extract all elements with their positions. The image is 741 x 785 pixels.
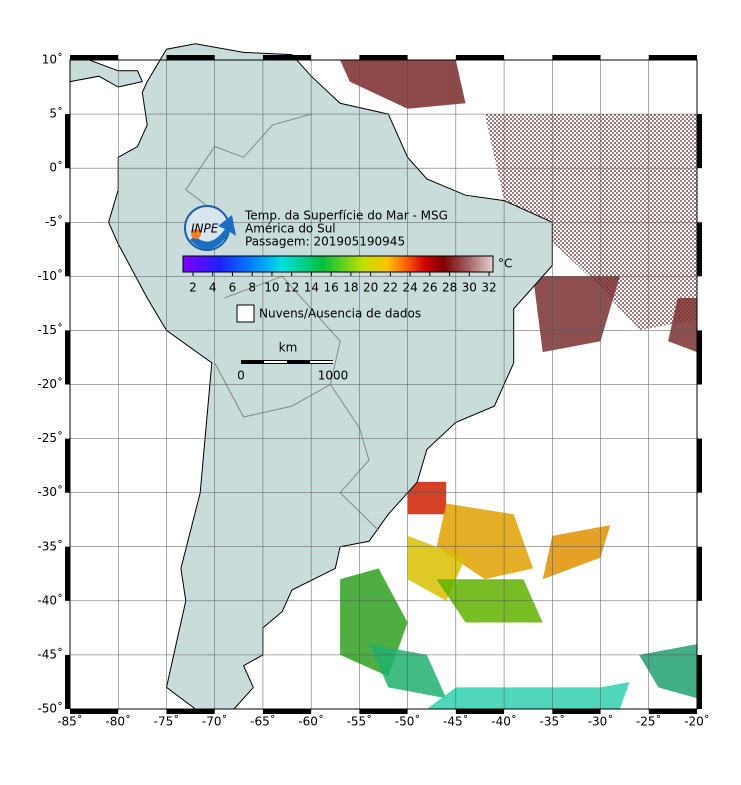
legend-text: Nuvens/Ausencia de dados [259, 307, 421, 321]
colorbar-label: 20 [363, 281, 378, 295]
legend-box [236, 304, 255, 323]
colorbar [182, 255, 494, 273]
frame-bar [552, 709, 601, 714]
title-line: Passagem: 201905190945 [245, 235, 405, 249]
title-line: América do Sul [245, 222, 336, 236]
frame-bar [65, 654, 70, 709]
central-america [69, 59, 144, 88]
colorbar-label: 32 [481, 281, 496, 295]
frame-bar [65, 330, 70, 385]
scale-bar-white [310, 361, 333, 363]
colorbar-label: 26 [422, 281, 437, 295]
lon-tick-label: -45˚ [443, 714, 469, 729]
frame-bar [697, 114, 702, 169]
frame-bar [166, 55, 215, 60]
frame-bar [262, 55, 312, 60]
lon-tick-label: -60˚ [298, 714, 324, 729]
lon-tick-label: -55˚ [347, 714, 373, 729]
frame-bar [70, 55, 119, 60]
logo-sun [191, 229, 201, 239]
colorbar-label: 18 [343, 281, 358, 295]
frame-bar [166, 709, 215, 714]
frame-bar [697, 654, 702, 709]
scale-label: 1000 [318, 369, 349, 383]
lat-tick-label: -5˚ [45, 214, 63, 229]
lon-tick-label: -40˚ [491, 714, 517, 729]
colorbar-unit: °C [498, 257, 512, 271]
lon-tick-label: -65˚ [250, 714, 276, 729]
frame-bar [697, 330, 702, 385]
sst-patch [407, 481, 447, 515]
frame-bar [65, 438, 70, 493]
lat-tick-label: -30˚ [37, 484, 63, 499]
lon-tick-label: -85˚ [57, 714, 83, 729]
frame-bar [552, 55, 601, 60]
lat-tick-label: 0˚ [49, 160, 63, 175]
lat-tick-label: -10˚ [37, 268, 63, 283]
lat-tick-label: -40˚ [37, 592, 63, 607]
frame-bar [65, 114, 70, 169]
logo-arrow [190, 215, 236, 250]
frame-bar [65, 222, 70, 277]
lat-tick-label: -45˚ [37, 646, 63, 661]
colorbar-label: 8 [248, 281, 256, 295]
sst-patch [668, 298, 697, 353]
colorbar-label: 16 [324, 281, 339, 295]
frame-bar [70, 709, 119, 714]
lat-tick-label: -50˚ [37, 701, 63, 716]
lon-tick-label: -35˚ [540, 714, 566, 729]
colorbar-label: 28 [442, 281, 457, 295]
frame-bar [455, 55, 505, 60]
lon-tick-label: -70˚ [202, 714, 228, 729]
frame-bar [648, 55, 697, 60]
border [185, 113, 312, 212]
sst-patch [340, 60, 466, 109]
lon-tick-label: -80˚ [105, 714, 131, 729]
lat-tick-label: -35˚ [37, 538, 63, 553]
frame-bar [65, 546, 70, 601]
lon-tick-label: -25˚ [636, 714, 662, 729]
lon-tick-label: -20˚ [684, 714, 710, 729]
lat-tick-label: 5˚ [49, 106, 63, 121]
frame-bar [359, 55, 408, 60]
lat-tick-label: 10˚ [42, 52, 63, 67]
frame-bar [262, 709, 312, 714]
colorbar-label: 2 [189, 281, 197, 295]
colorbar-label: 14 [304, 281, 319, 295]
sst-patch [542, 525, 611, 580]
lon-tick-label: -30˚ [588, 714, 614, 729]
sst-patch [533, 276, 620, 353]
scale-label: 0 [237, 369, 245, 383]
border [329, 384, 380, 531]
frame-bar [359, 709, 408, 714]
lat-tick-label: -15˚ [37, 322, 63, 337]
colorbar-label: 10 [264, 281, 279, 295]
scale-unit: km [279, 341, 298, 355]
logo-text: INPE [191, 222, 219, 236]
lon-tick-label: -50˚ [395, 714, 421, 729]
scale-bar-white [264, 361, 287, 363]
colorbar-label: 12 [284, 281, 299, 295]
colorbar-label: 22 [383, 281, 398, 295]
sst-patch [639, 644, 697, 699]
lat-tick-label: -25˚ [37, 430, 63, 445]
frame-bar [697, 546, 702, 601]
colorbar-label: 6 [229, 281, 237, 295]
lat-tick-label: -20˚ [37, 376, 63, 391]
frame-bar [455, 709, 505, 714]
colorbar-label: 24 [402, 281, 417, 295]
colorbar-label: 30 [462, 281, 477, 295]
frame-bar [648, 709, 697, 714]
frame-bar [697, 438, 702, 493]
colorbar-label: 4 [209, 281, 217, 295]
sst-patch [426, 682, 630, 709]
title-line: Temp. da Superfície do Mar - MSG [244, 209, 448, 223]
frame-bar [697, 222, 702, 277]
lon-tick-label: -75˚ [154, 714, 180, 729]
